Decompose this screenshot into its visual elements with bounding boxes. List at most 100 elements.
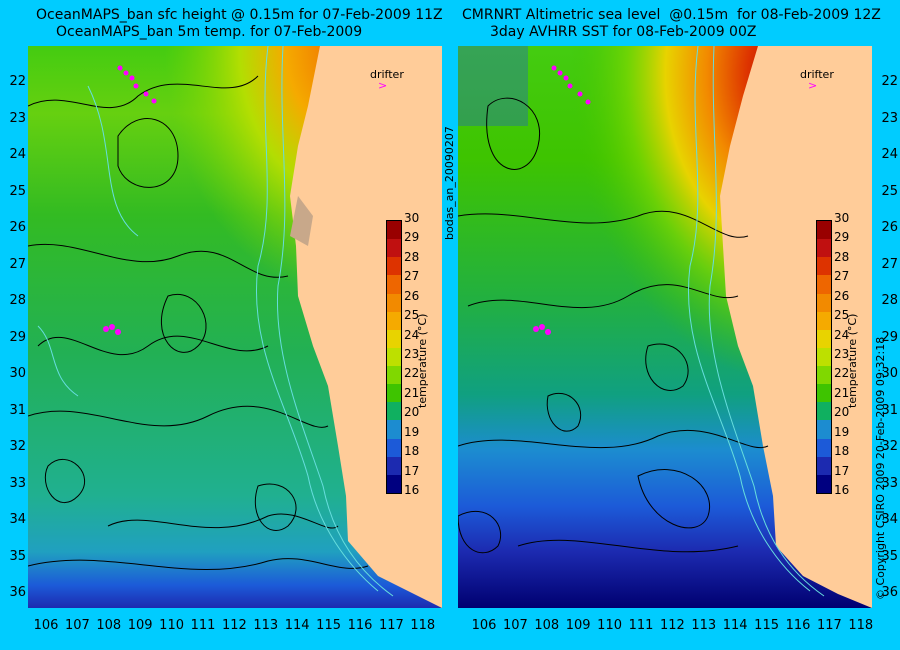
colorbar-swatch: [387, 257, 401, 276]
colorbar-tick-label: 19: [834, 424, 850, 439]
side-label: bodas_an_20090207: [443, 126, 456, 240]
left-colorbar: [386, 220, 402, 494]
left-drifter-legend: drifter: [370, 68, 404, 81]
colorbar-swatch: [817, 420, 831, 439]
right-colorbar: [816, 220, 832, 494]
left-drifter-arrow-icon: >: [378, 79, 388, 92]
y-tick-label: 33: [9, 475, 26, 491]
colorbar-tick-label: 27: [834, 269, 850, 284]
colorbar-swatch: [387, 311, 401, 330]
x-tick-label: 115: [754, 618, 779, 633]
isobath-lines: [687, 46, 825, 597]
colorbar-tick-label: 25: [404, 308, 420, 323]
y-tick-label: 22: [881, 74, 898, 89]
colorbar-tick-label: 22: [834, 366, 850, 381]
colorbar-tick-label: 23: [834, 347, 850, 361]
x-tick-label: 116: [347, 618, 373, 633]
right-title-line2: 3day AVHRR SST for 08-Feb-2009 00Z: [490, 24, 757, 40]
y-tick-label: 28: [881, 293, 898, 308]
colorbar-tick-label: 25: [834, 308, 850, 323]
colorbar-tick-label: 21: [404, 385, 420, 400]
y-tick-label: 33: [881, 475, 898, 491]
colorbar-swatch: [387, 275, 401, 294]
y-tick-label: 29: [9, 329, 26, 345]
y-tick-label: 32: [881, 439, 898, 454]
colorbar-swatch: [387, 366, 401, 385]
x-tick-label: 111: [190, 618, 216, 633]
y-tick-label: 23: [881, 110, 898, 126]
x-tick-label: 108: [96, 618, 122, 633]
x-tick-label: 117: [378, 618, 404, 633]
left-title-line2: OceanMAPS_ban 5m temp. for 07-Feb-2009: [56, 24, 363, 40]
colorbar-tick-label: 21: [834, 385, 850, 400]
y-tick-label: 25: [9, 183, 26, 199]
colorbar-swatch: [387, 384, 401, 403]
colorbar-swatch: [387, 474, 401, 493]
colorbar-swatch: [387, 221, 401, 240]
land-mass: [290, 46, 442, 608]
sea-height-contours: [458, 97, 769, 554]
y-tick-label: 27: [9, 256, 26, 272]
colorbar-swatch: [387, 293, 401, 312]
x-tick-label: 113: [691, 618, 717, 633]
x-tick-label: 106: [471, 618, 497, 633]
x-tick-label: 114: [284, 618, 310, 633]
colorbar-tick-label: 28: [404, 249, 420, 264]
right-title-line1: CMRNRT Altimetric sea level @0.15m for 0…: [462, 7, 881, 23]
colorbar-tick-label: 19: [404, 424, 420, 439]
y-tick-label: 35: [881, 548, 898, 564]
right-colorbar-title: temperature (°C): [846, 313, 859, 408]
sea-height-contours: [28, 75, 369, 571]
colorbar-swatch: [817, 275, 831, 294]
y-tick-label: 28: [9, 293, 26, 308]
right-map-panel[interactable]: [458, 46, 872, 608]
x-tick-label: 110: [597, 618, 622, 633]
colorbar-tick-label: 17: [404, 463, 420, 478]
land-detail: [290, 196, 313, 246]
colorbar-swatch: [817, 402, 831, 421]
y-tick-label: 27: [881, 256, 898, 272]
right-map-svg: [458, 46, 872, 608]
colorbar-tick-label: 29: [834, 230, 850, 245]
colorbar-swatch: [817, 257, 831, 276]
colorbar-tick-label: 18: [834, 444, 850, 459]
y-tick-label: 36: [881, 585, 898, 600]
y-tick-label: 30: [881, 366, 898, 381]
copyright-label: © Copyright CSIRO 2009 20-Feb-2009 09:32…: [874, 336, 887, 600]
y-tick-label: 26: [881, 220, 898, 235]
colorbar-tick-label: 18: [404, 444, 420, 459]
colorbar-tick-label: 24: [404, 327, 420, 342]
isobath-lines: [37, 46, 394, 597]
x-tick-label: 108: [534, 618, 560, 633]
left-map-svg: [28, 46, 442, 608]
y-tick-label: 26: [9, 220, 26, 235]
y-tick-label: 32: [9, 439, 26, 454]
x-tick-label: 118: [410, 618, 436, 633]
y-tick-label: 22: [9, 74, 26, 89]
right-drifter-legend: drifter: [800, 68, 834, 81]
colorbar-swatch: [387, 347, 401, 366]
right-drifter-arrow-icon: >: [808, 79, 818, 92]
colorbar-tick-label: 27: [404, 269, 420, 284]
colorbar-tick-label: 23: [404, 347, 420, 361]
colorbar-tick-label: 24: [834, 327, 850, 342]
colorbar-tick-label: 16: [834, 483, 850, 497]
colorbar-swatch: [817, 329, 831, 348]
y-tick-label: 34: [9, 512, 26, 527]
colorbar-tick-label: 28: [834, 249, 850, 264]
left-title-line1: OceanMAPS_ban sfc height @ 0.15m for 07-…: [36, 7, 443, 23]
x-tick-label: 110: [159, 618, 184, 633]
colorbar-swatch: [387, 420, 401, 439]
drifter-tracks: [103, 65, 157, 335]
colorbar-tick-label: 17: [834, 463, 850, 478]
left-map-panel[interactable]: [28, 46, 442, 608]
y-tick-label: 35: [9, 548, 26, 564]
cloud-gap-patch: [458, 46, 528, 126]
colorbar-swatch: [817, 366, 831, 385]
left-colorbar-title: temperature (°C): [416, 313, 429, 408]
colorbar-swatch: [817, 239, 831, 258]
x-tick-label: 114: [722, 618, 748, 633]
x-tick-label: 107: [502, 618, 528, 633]
colorbar-swatch: [817, 221, 831, 240]
x-tick-label: 112: [659, 618, 685, 633]
